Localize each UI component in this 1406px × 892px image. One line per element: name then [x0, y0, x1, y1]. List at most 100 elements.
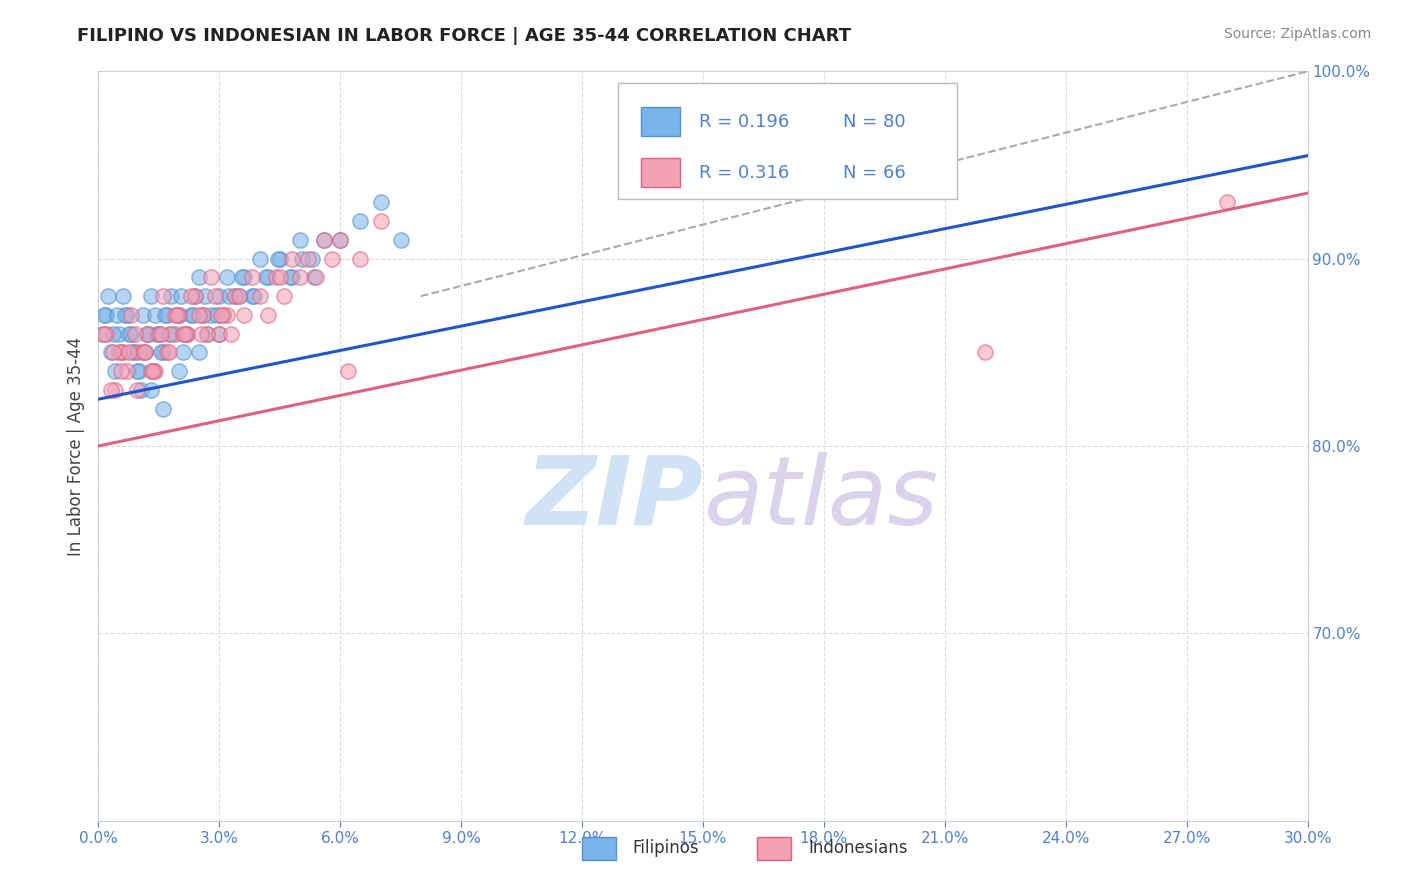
Y-axis label: In Labor Force | Age 35-44: In Labor Force | Age 35-44 — [66, 336, 84, 556]
Text: atlas: atlas — [703, 452, 938, 545]
Point — [314, 233, 336, 247]
Point — [142, 364, 165, 378]
FancyBboxPatch shape — [619, 83, 957, 199]
Bar — [641, 158, 681, 186]
Point — [152, 401, 174, 416]
Point — [240, 270, 263, 285]
Point — [264, 270, 287, 285]
Point — [249, 252, 271, 266]
Point — [107, 326, 129, 341]
Point — [188, 270, 211, 285]
Point — [281, 252, 304, 266]
Point — [157, 345, 180, 359]
Point — [124, 345, 146, 359]
Point — [224, 289, 246, 303]
Point — [370, 214, 392, 228]
Point — [115, 308, 138, 322]
Text: FILIPINO VS INDONESIAN IN LABOR FORCE | AGE 35-44 CORRELATION CHART: FILIPINO VS INDONESIAN IN LABOR FORCE | … — [77, 27, 851, 45]
Point — [142, 364, 165, 378]
Point — [163, 308, 186, 322]
Point — [200, 270, 222, 285]
Point — [149, 345, 172, 359]
Point — [224, 289, 246, 303]
Point — [314, 233, 336, 247]
Bar — [582, 837, 616, 860]
Point — [228, 289, 250, 303]
Point — [305, 270, 328, 285]
Point — [110, 364, 132, 378]
Bar — [641, 107, 681, 136]
Text: N = 80: N = 80 — [844, 112, 905, 130]
Point — [232, 270, 254, 285]
Point — [96, 308, 118, 322]
Point — [1216, 195, 1239, 210]
Point — [184, 289, 207, 303]
Point — [228, 289, 250, 303]
Point — [157, 326, 180, 341]
Point — [188, 308, 211, 322]
Point — [143, 364, 166, 378]
Point — [180, 289, 202, 303]
Point — [152, 345, 174, 359]
Point — [103, 383, 125, 397]
Point — [269, 270, 291, 285]
Point — [124, 326, 146, 341]
Point — [200, 308, 222, 322]
Point — [167, 308, 190, 322]
Point — [114, 308, 136, 322]
Point — [389, 233, 412, 247]
Point — [176, 326, 198, 341]
Point — [329, 233, 352, 247]
Point — [813, 139, 835, 153]
Point — [138, 326, 160, 341]
Point — [172, 326, 194, 341]
Point — [100, 345, 122, 359]
Point — [278, 270, 301, 285]
Point — [337, 364, 360, 378]
Point — [125, 364, 148, 378]
Point — [273, 289, 295, 303]
Point — [974, 345, 997, 359]
Point — [349, 214, 371, 228]
Point — [221, 326, 243, 341]
Point — [120, 308, 142, 322]
Point — [128, 345, 150, 359]
Point — [370, 195, 392, 210]
Point — [91, 326, 114, 341]
Point — [288, 270, 311, 285]
Point — [184, 289, 207, 303]
Point — [105, 308, 128, 322]
Point — [103, 364, 125, 378]
Point — [139, 383, 162, 397]
Point — [111, 289, 134, 303]
Point — [349, 252, 371, 266]
Point — [195, 326, 218, 341]
Point — [291, 252, 314, 266]
Point — [254, 270, 277, 285]
Point — [217, 308, 239, 322]
Point — [208, 326, 231, 341]
Point — [195, 326, 218, 341]
Point — [149, 326, 172, 341]
Point — [118, 326, 141, 341]
Point — [153, 308, 176, 322]
Point — [110, 345, 132, 359]
Point — [242, 289, 264, 303]
Point — [256, 270, 278, 285]
Point — [160, 326, 183, 341]
Point — [180, 308, 202, 322]
Point — [301, 252, 323, 266]
Point — [139, 289, 162, 303]
Point — [256, 308, 278, 322]
Point — [329, 233, 352, 247]
Text: ZIP: ZIP — [524, 452, 703, 545]
Point — [93, 308, 115, 322]
Point — [249, 289, 271, 303]
Point — [101, 345, 124, 359]
Point — [207, 308, 229, 322]
Point — [267, 252, 290, 266]
Point — [148, 326, 170, 341]
Point — [302, 270, 325, 285]
Point — [132, 345, 155, 359]
Point — [288, 233, 311, 247]
